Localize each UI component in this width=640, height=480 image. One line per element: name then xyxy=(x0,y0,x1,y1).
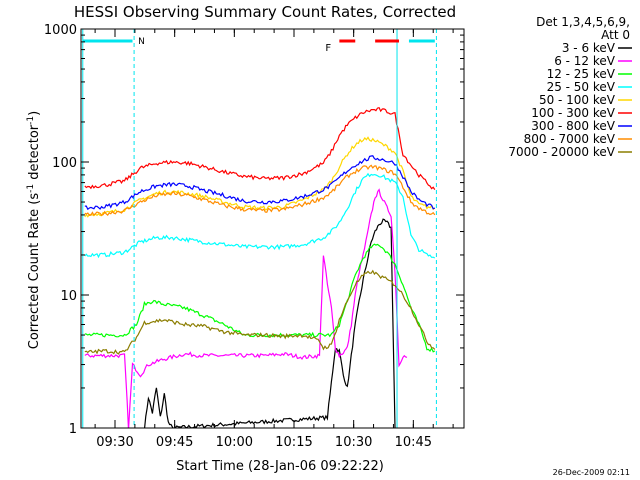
y-axis-label-superscript: -1 xyxy=(26,184,36,193)
series-group xyxy=(82,29,437,428)
series-line xyxy=(84,106,436,190)
x-tick-label: 09:45 xyxy=(156,435,193,450)
series-line xyxy=(84,172,436,259)
y-tick-label: 1 xyxy=(69,422,77,437)
series-line xyxy=(84,164,436,217)
x-axis-label: Start Time (28-Jan-06 09:22:22) xyxy=(176,459,384,474)
y-axis-label-part: ) xyxy=(27,111,42,116)
x-axis: 09:30 09:45 10:00 10:15 10:30 10:45 xyxy=(94,29,454,450)
legend-label: 6 - 12 keV xyxy=(554,54,616,68)
legend-header-line: Att 0 xyxy=(601,28,630,42)
series-line xyxy=(84,155,436,211)
y-axis-label-part: detector xyxy=(27,124,42,184)
series-line xyxy=(84,136,436,218)
flag-label-n: N xyxy=(138,37,145,47)
legend-label: 50 - 100 keV xyxy=(539,93,616,107)
series-line xyxy=(84,243,436,353)
legend-label: 300 - 800 keV xyxy=(531,119,615,133)
y-axis: 1 10 100 1000 xyxy=(44,23,464,437)
series-line xyxy=(143,218,396,428)
x-tick-label: 10:45 xyxy=(395,435,432,450)
x-tick-label: 09:30 xyxy=(96,435,133,450)
flag-label-f: F xyxy=(325,43,331,54)
y-tick-label: 1000 xyxy=(44,23,77,38)
y-axis-label-superscript: -1 xyxy=(26,116,36,125)
x-tick-label: 10:15 xyxy=(275,435,312,450)
plot-frame xyxy=(80,28,465,429)
plot-area: NF xyxy=(80,28,465,429)
y-tick-label: 10 xyxy=(60,289,77,304)
legend-label: 12 - 25 keV xyxy=(547,67,616,81)
legend-label: 25 - 50 keV xyxy=(547,80,616,94)
legend-header-line: Det 1,3,4,5,6,9, xyxy=(536,15,630,29)
y-axis-label-part: Corrected Count Rate (s xyxy=(27,193,42,350)
legend-label: 800 - 7000 keV xyxy=(524,132,616,146)
legend-label: 3 - 6 keV xyxy=(562,41,616,55)
series-line xyxy=(84,269,436,355)
x-tick-label: 10:30 xyxy=(335,435,372,450)
series-line xyxy=(84,188,408,428)
legend-label: 100 - 300 keV xyxy=(531,106,615,120)
y-axis-label: Corrected Count Rate (s-1 detector-1) xyxy=(26,111,42,349)
x-tick-label: 10:00 xyxy=(216,435,253,450)
footer-date: 26-Dec-2009 02:11 xyxy=(553,468,630,477)
y-tick-label: 100 xyxy=(52,156,77,171)
legend-label: 7000 - 20000 keV xyxy=(508,145,615,159)
chart-title: HESSI Observing Summary Count Rates, Cor… xyxy=(74,3,456,21)
